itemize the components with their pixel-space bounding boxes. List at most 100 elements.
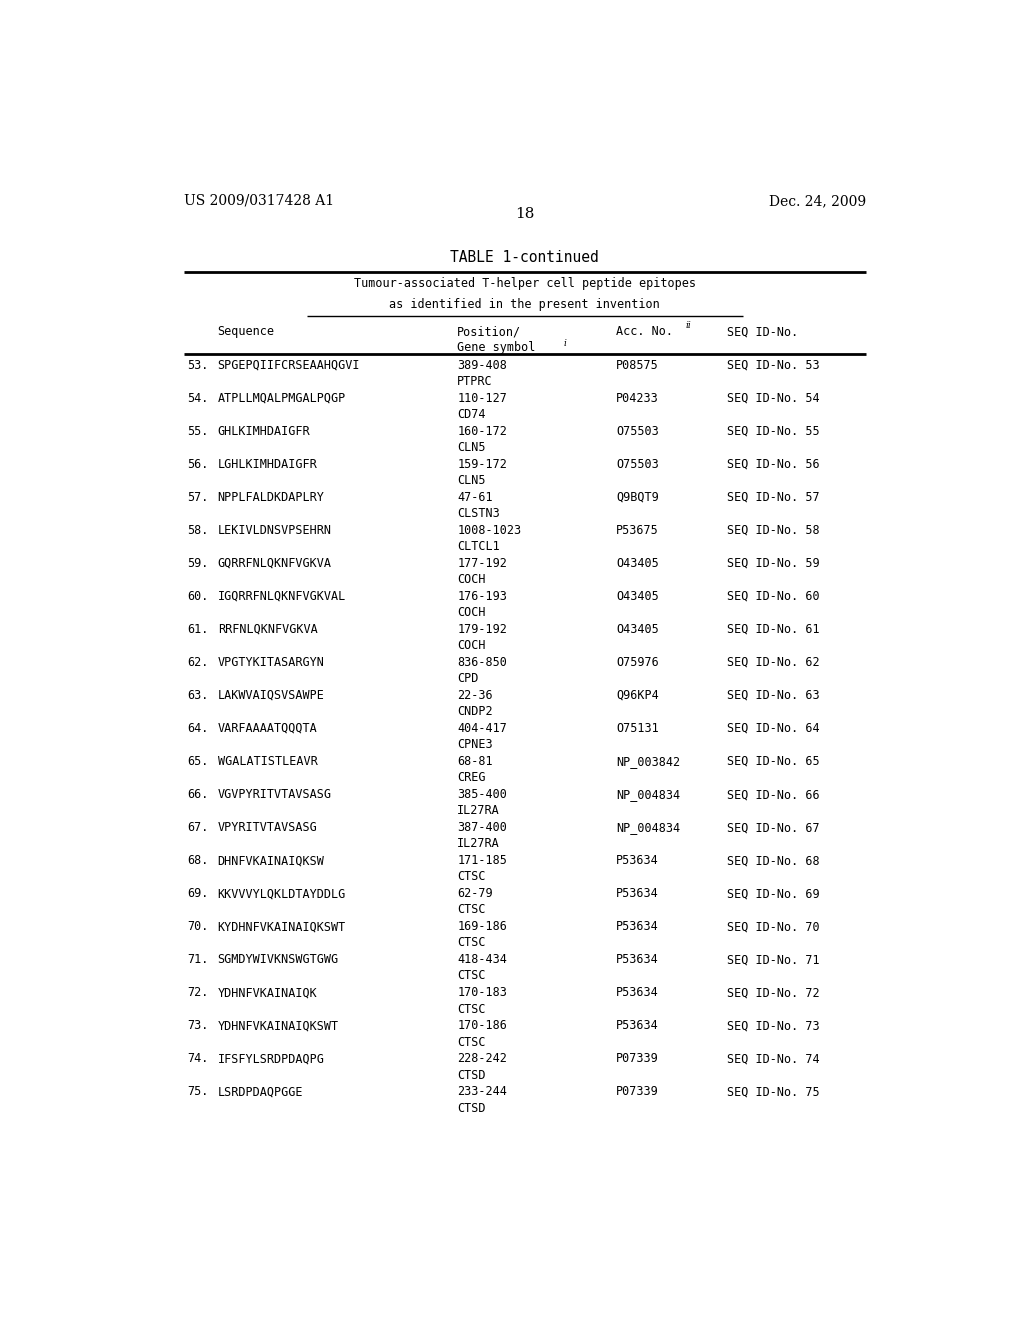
Text: CTSD: CTSD — [458, 1102, 485, 1114]
Text: Q9BQT9: Q9BQT9 — [616, 491, 658, 504]
Text: VPGTYKITASARGYN: VPGTYKITASARGYN — [218, 656, 325, 669]
Text: COCH: COCH — [458, 573, 485, 586]
Text: CLTCL1: CLTCL1 — [458, 540, 500, 553]
Text: Dec. 24, 2009: Dec. 24, 2009 — [769, 194, 866, 209]
Text: VARFAAAATQQQTA: VARFAAAATQQQTA — [218, 722, 317, 735]
Text: Sequence: Sequence — [218, 325, 274, 338]
Text: O43405: O43405 — [616, 623, 658, 636]
Text: 62-79: 62-79 — [458, 887, 493, 900]
Text: 160-172: 160-172 — [458, 425, 507, 438]
Text: IFSFYLSRDPDAQPG: IFSFYLSRDPDAQPG — [218, 1052, 325, 1065]
Text: CTSC: CTSC — [458, 870, 485, 883]
Text: 177-192: 177-192 — [458, 557, 507, 570]
Text: CPD: CPD — [458, 672, 478, 685]
Text: SEQ ID-No. 54: SEQ ID-No. 54 — [727, 392, 820, 405]
Text: 62.: 62. — [187, 656, 209, 669]
Text: CTSC: CTSC — [458, 936, 485, 949]
Text: GQRRFNLQKNFVGKVA: GQRRFNLQKNFVGKVA — [218, 557, 332, 570]
Text: RRFNLQKNFVGKVA: RRFNLQKNFVGKVA — [218, 623, 317, 636]
Text: 18: 18 — [515, 207, 535, 222]
Text: 63.: 63. — [187, 689, 209, 702]
Text: SEQ ID-No. 67: SEQ ID-No. 67 — [727, 821, 820, 834]
Text: P53634: P53634 — [616, 1019, 658, 1032]
Text: YDHNFVKAINAIQK: YDHNFVKAINAIQK — [218, 986, 317, 999]
Text: 65.: 65. — [187, 755, 209, 768]
Text: SEQ ID-No. 69: SEQ ID-No. 69 — [727, 887, 820, 900]
Text: LSRDPDAQPGGE: LSRDPDAQPGGE — [218, 1085, 303, 1098]
Text: VPYRITVTAVSASG: VPYRITVTAVSASG — [218, 821, 317, 834]
Text: 22-36: 22-36 — [458, 689, 493, 702]
Text: 64.: 64. — [187, 722, 209, 735]
Text: 159-172: 159-172 — [458, 458, 507, 471]
Text: SEQ ID-No. 66: SEQ ID-No. 66 — [727, 788, 820, 801]
Text: O43405: O43405 — [616, 557, 658, 570]
Text: ii: ii — [686, 321, 691, 330]
Text: PTPRC: PTPRC — [458, 375, 493, 388]
Text: 404-417: 404-417 — [458, 722, 507, 735]
Text: 389-408: 389-408 — [458, 359, 507, 372]
Text: 61.: 61. — [187, 623, 209, 636]
Text: SEQ ID-No. 57: SEQ ID-No. 57 — [727, 491, 820, 504]
Text: SEQ ID-No. 75: SEQ ID-No. 75 — [727, 1085, 820, 1098]
Text: LEKIVLDNSVPSEHRN: LEKIVLDNSVPSEHRN — [218, 524, 332, 537]
Text: CD74: CD74 — [458, 408, 485, 421]
Text: SEQ ID-No. 59: SEQ ID-No. 59 — [727, 557, 820, 570]
Text: NP_004834: NP_004834 — [616, 821, 680, 834]
Text: VGVPYRITVTAVSASG: VGVPYRITVTAVSASG — [218, 788, 332, 801]
Text: SEQ ID-No. 63: SEQ ID-No. 63 — [727, 689, 820, 702]
Text: SEQ ID-No. 64: SEQ ID-No. 64 — [727, 722, 820, 735]
Text: 55.: 55. — [187, 425, 209, 438]
Text: CTSC: CTSC — [458, 1002, 485, 1015]
Text: 1008-1023: 1008-1023 — [458, 524, 521, 537]
Text: i: i — [563, 339, 566, 348]
Text: 418-434: 418-434 — [458, 953, 507, 966]
Text: 74.: 74. — [187, 1052, 209, 1065]
Text: SEQ ID-No. 73: SEQ ID-No. 73 — [727, 1019, 820, 1032]
Text: GHLKIMHDAIGFR: GHLKIMHDAIGFR — [218, 425, 310, 438]
Text: IL27RA: IL27RA — [458, 837, 500, 850]
Text: 67.: 67. — [187, 821, 209, 834]
Text: SEQ ID-No. 56: SEQ ID-No. 56 — [727, 458, 820, 471]
Text: CLSTN3: CLSTN3 — [458, 507, 500, 520]
Text: SEQ ID-No. 72: SEQ ID-No. 72 — [727, 986, 820, 999]
Text: CPNE3: CPNE3 — [458, 738, 493, 751]
Text: TABLE 1-continued: TABLE 1-continued — [451, 249, 599, 265]
Text: IL27RA: IL27RA — [458, 804, 500, 817]
Text: US 2009/0317428 A1: US 2009/0317428 A1 — [183, 194, 334, 209]
Text: CNDP2: CNDP2 — [458, 705, 493, 718]
Text: 56.: 56. — [187, 458, 209, 471]
Text: CTSC: CTSC — [458, 903, 485, 916]
Text: 53.: 53. — [187, 359, 209, 372]
Text: NP_003842: NP_003842 — [616, 755, 680, 768]
Text: P53634: P53634 — [616, 953, 658, 966]
Text: KKVVVYLQKLDTAYDDLG: KKVVVYLQKLDTAYDDLG — [218, 887, 346, 900]
Text: Gene symbol: Gene symbol — [458, 342, 536, 354]
Text: LGHLKIMHDAIGFR: LGHLKIMHDAIGFR — [218, 458, 317, 471]
Text: CTSC: CTSC — [458, 969, 485, 982]
Text: 69.: 69. — [187, 887, 209, 900]
Text: P53634: P53634 — [616, 920, 658, 933]
Text: IGQRRFNLQKNFVGKVAL: IGQRRFNLQKNFVGKVAL — [218, 590, 346, 603]
Text: SPGEPQIIFCRSEAAHQGVI: SPGEPQIIFCRSEAAHQGVI — [218, 359, 360, 372]
Text: P08575: P08575 — [616, 359, 658, 372]
Text: P53675: P53675 — [616, 524, 658, 537]
Text: 73.: 73. — [187, 1019, 209, 1032]
Text: 169-186: 169-186 — [458, 920, 507, 933]
Text: Q96KP4: Q96KP4 — [616, 689, 658, 702]
Text: O75131: O75131 — [616, 722, 658, 735]
Text: Tumour-associated T-helper cell peptide epitopes: Tumour-associated T-helper cell peptide … — [354, 277, 695, 290]
Text: SEQ ID-No. 61: SEQ ID-No. 61 — [727, 623, 820, 636]
Text: 179-192: 179-192 — [458, 623, 507, 636]
Text: 75.: 75. — [187, 1085, 209, 1098]
Text: 170-183: 170-183 — [458, 986, 507, 999]
Text: as identified in the present invention: as identified in the present invention — [389, 297, 660, 310]
Text: SEQ ID-No.: SEQ ID-No. — [727, 325, 799, 338]
Text: ATPLLMQALPMGALPQGP: ATPLLMQALPMGALPQGP — [218, 392, 346, 405]
Text: 385-400: 385-400 — [458, 788, 507, 801]
Text: YDHNFVKAINAIQKSWT: YDHNFVKAINAIQKSWT — [218, 1019, 339, 1032]
Text: 70.: 70. — [187, 920, 209, 933]
Text: 68-81: 68-81 — [458, 755, 493, 768]
Text: 58.: 58. — [187, 524, 209, 537]
Text: DHNFVKAINAIQKSW: DHNFVKAINAIQKSW — [218, 854, 325, 867]
Text: COCH: COCH — [458, 606, 485, 619]
